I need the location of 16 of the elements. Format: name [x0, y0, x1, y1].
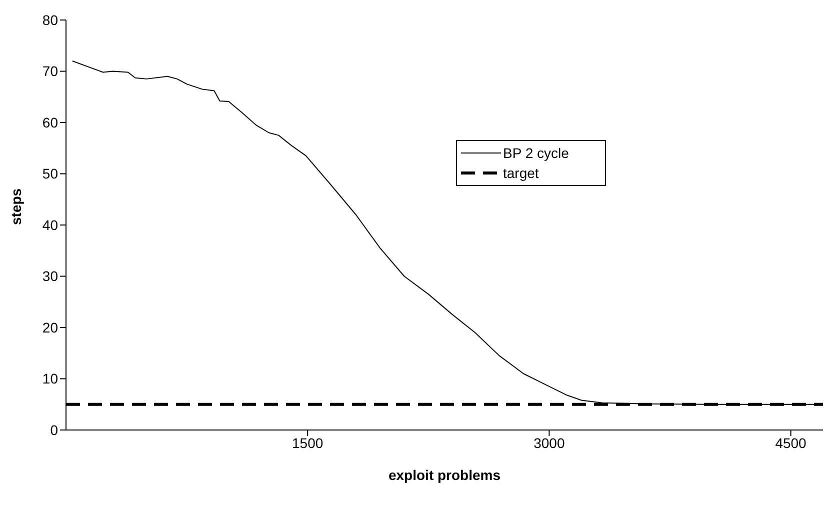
legend-label: BP 2 cycle	[503, 144, 569, 163]
y-tick-label: 0	[50, 422, 58, 438]
x-tick-label: 1500	[292, 434, 324, 451]
x-tick-label: 3000	[534, 434, 565, 451]
y-tick-label: 50	[42, 166, 58, 182]
y-tick-label: 30	[42, 268, 58, 284]
y-tick-label: 10	[42, 370, 58, 387]
x-tick-label: 4500	[775, 434, 807, 451]
y-tick-label: 40	[42, 216, 58, 233]
y-tick-label: 60	[42, 114, 58, 130]
y-tick-label: 80	[42, 12, 58, 28]
y-axis-title: steps	[8, 188, 24, 225]
y-tick-label: 70	[42, 63, 58, 80]
y-tick-label: 20	[42, 319, 58, 336]
x-axis-title: exploit problems	[388, 467, 501, 483]
legend-label: target	[503, 164, 539, 183]
